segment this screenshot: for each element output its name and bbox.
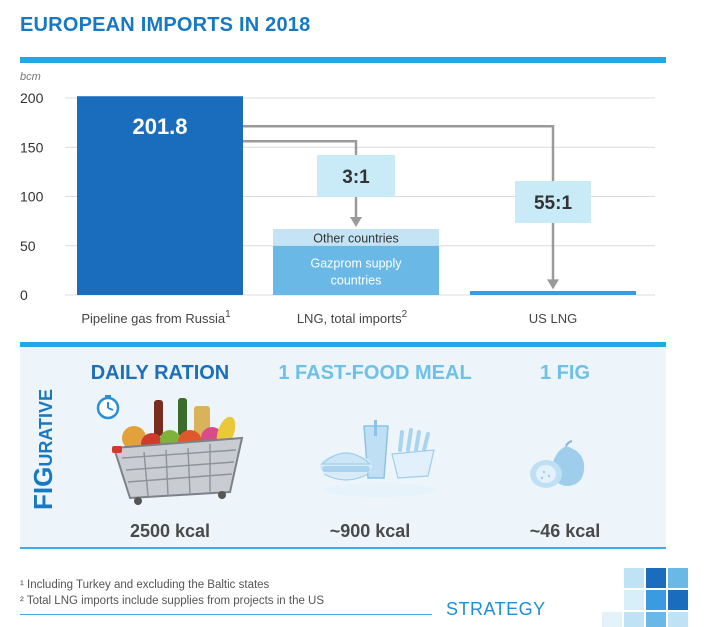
decor-square <box>646 568 666 588</box>
decor-square <box>668 612 688 627</box>
connector-arrow <box>243 124 555 286</box>
footnote-2: ² Total LNG imports include supplies fro… <box>20 595 325 607</box>
arrow-head <box>547 279 559 290</box>
grocery-basket-icon <box>96 395 244 505</box>
bar-segment <box>77 96 243 295</box>
x-category-label: Pipeline gas from Russia1 <box>81 309 231 326</box>
decor-square <box>624 590 644 610</box>
segment-label: Gazprom supply <box>310 256 402 270</box>
fig-icon <box>530 440 585 488</box>
y-tick-label: 150 <box>20 139 44 155</box>
ratio-callout-box <box>317 155 395 197</box>
bar-value-label: 201.8 <box>132 114 187 139</box>
bar-segment <box>273 245 439 295</box>
fast-food-title: 1 FAST-FOOD MEAL <box>278 362 472 384</box>
arrow-head <box>350 217 362 228</box>
footer-line <box>20 614 432 615</box>
figurative-bottom-divider <box>20 547 666 549</box>
section-divider <box>20 342 666 347</box>
decor-square <box>646 590 666 610</box>
decor-square <box>646 612 666 627</box>
y-tick-label: 0 <box>20 287 28 303</box>
decor-square <box>668 568 688 588</box>
ratio-callout-box <box>515 181 591 223</box>
section-name: STRATEGY <box>446 599 546 619</box>
fig-title: 1 FIG <box>539 362 590 384</box>
footnotes: ¹ Including Turkey and excluding the Bal… <box>20 577 324 609</box>
y-tick-label: 100 <box>20 189 44 205</box>
decor-square <box>624 568 644 588</box>
segment-label: Other countries <box>313 231 398 245</box>
page-title: EUROPEAN IMPORTS IN 2018 <box>20 14 311 36</box>
figurative-label: FIGURATIVE <box>28 388 58 510</box>
x-category-label: LNG, total imports2 <box>297 309 408 326</box>
daily-ration-title: DAILY RATION <box>90 362 230 384</box>
y-tick-label: 200 <box>20 90 44 106</box>
fig-kcal: ~46 kcal <box>529 521 601 541</box>
bar-segment <box>470 291 636 295</box>
bar-segment <box>273 229 439 246</box>
decor-square <box>602 612 622 627</box>
y-unit-label: bcm <box>20 71 41 83</box>
x-category-label: US LNG <box>529 311 577 326</box>
title-divider <box>20 57 666 63</box>
y-tick-label: 50 <box>20 238 36 254</box>
imports-chart: bcm 0 50 100 150 200 201.8 Pipeline gas from Ru… <box>20 71 655 326</box>
decor-square <box>668 590 688 610</box>
fast-food-meal-icon <box>320 420 438 497</box>
segment-label: countries <box>331 273 382 287</box>
decor-square <box>624 612 644 627</box>
ratio-callout-label: 55:1 <box>534 193 572 214</box>
daily-ration-kcal: 2500 kcal <box>129 521 211 541</box>
footnote-1: ¹ Including Turkey and excluding the Bal… <box>20 579 270 591</box>
fast-food-kcal: ~900 kcal <box>329 521 411 541</box>
ratio-callout-label: 3:1 <box>342 167 370 188</box>
